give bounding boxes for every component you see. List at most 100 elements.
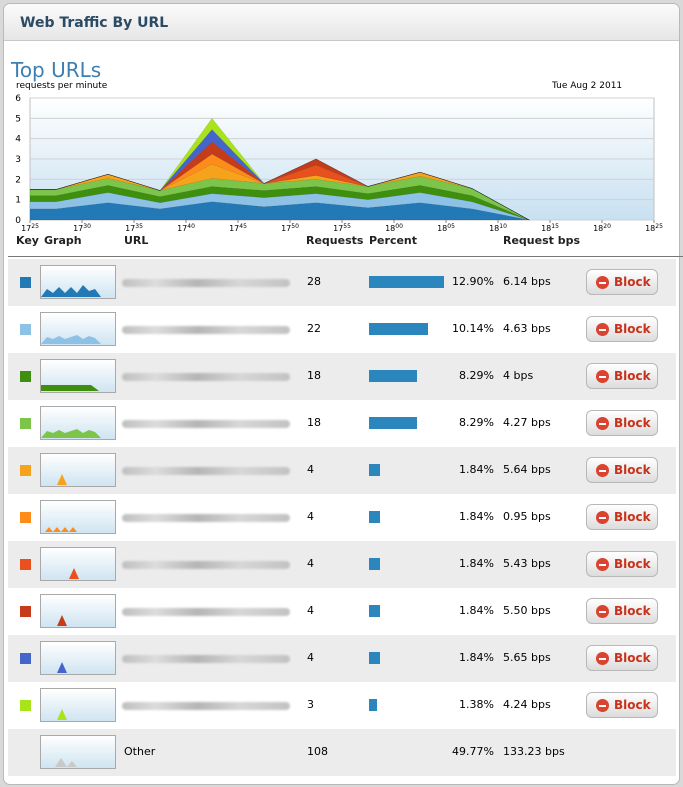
block-icon [596,605,609,618]
block-icon [596,370,609,383]
x-tick-label: 1810 [489,223,507,233]
y-tick-label: 0 [15,216,21,226]
panel-header: Web Traffic By URL [4,4,679,41]
block-button[interactable]: Block [586,269,658,295]
request-bps-value: 0.95 bps [503,510,551,523]
chart-date: Tue Aug 2 2011 [552,81,623,91]
block-icon [596,417,609,430]
block-button[interactable]: Block [586,551,658,577]
sparkline-graph [40,359,116,393]
sparkline-graph [40,688,116,722]
percent-value: 1.38% [459,698,494,711]
block-button-label: Block [614,698,651,712]
x-tick-label: 1805 [437,223,455,233]
blurred-url [122,702,290,710]
percent-bar [369,464,380,476]
key-swatch [20,653,31,664]
key-swatch [20,465,31,476]
x-tick-label: 1745 [229,223,247,233]
sparkline-area [69,568,79,579]
x-tick-label: 1825 [645,223,663,233]
request-bps-value: 5.43 bps [503,557,551,570]
blurred-url [122,608,290,616]
x-tick-label: 1800 [385,223,403,233]
key-swatch [20,606,31,617]
percent-bar [369,699,378,711]
x-tick-label: 1725 [21,223,39,233]
table-row-other: Other 108 49.77% 133.23 bps [8,729,676,776]
area-series-2 [29,192,530,221]
blurred-url [122,514,290,522]
y-tick-label: 1 [15,196,21,206]
traffic-area-chart: 0 1 2 3 4 5 6 1725 1730 1735 1740 1745 1750 1755 1800 1… [15,94,663,233]
key-swatch [20,700,31,711]
block-button[interactable]: Block [586,692,658,718]
block-button-label: Block [614,275,651,289]
percent-bar [369,323,428,335]
sparkline-graph [40,547,116,581]
block-button-label: Block [614,463,651,477]
key-swatch [20,512,31,523]
request-bps-value: 133.23 bps [503,745,565,758]
key-swatch [20,277,31,288]
blurred-url [122,373,290,381]
percent-bar [369,652,380,664]
block-icon [596,558,609,571]
sparkline-area [45,527,77,532]
x-tick-label: 1750 [281,223,299,233]
table-row: 4 1.84% 5.50 bps Block [8,588,676,635]
sparkline-graph [40,641,116,675]
other-url-label: Other [124,745,156,758]
block-button-label: Block [614,604,651,618]
sparkline-graph [40,594,116,628]
sparkline-area [41,285,101,297]
percent-value: 1.84% [459,557,494,570]
requests-value: 4 [307,651,314,664]
block-button[interactable]: Block [586,363,658,389]
block-button[interactable]: Block [586,410,658,436]
table-row: 4 1.84% 5.65 bps Block [8,635,676,682]
sparkline-area [57,709,67,720]
key-swatch [20,559,31,570]
requests-value: 4 [307,510,314,523]
requests-value: 28 [307,275,321,288]
block-icon [596,699,609,712]
key-swatch [20,418,31,429]
block-button[interactable]: Block [586,457,658,483]
blurred-url [122,655,290,663]
block-icon [596,511,609,524]
panel-title: Web Traffic By URL [20,15,169,31]
area-series-4 [29,176,530,221]
sparkline-area [55,758,77,767]
x-tick-label: 1820 [593,223,611,233]
block-button[interactable]: Block [586,598,658,624]
sparkline-area [41,335,101,344]
blurred-url [122,467,290,475]
request-bps-value: 4.24 bps [503,698,551,711]
x-tick-label: 1815 [541,223,559,233]
percent-bar [369,511,380,523]
x-tick-label: 1735 [125,223,143,233]
block-button[interactable]: Block [586,645,658,671]
header-divider [8,256,683,257]
sparkline-graph [40,453,116,487]
blurred-url [122,279,290,287]
sparkline-graph [40,406,116,440]
y-tick-label: 5 [15,114,21,124]
area-series-3 [29,185,530,221]
percent-value: 1.84% [459,510,494,523]
y-axis-label: requests per minute [16,81,108,91]
block-button[interactable]: Block [586,316,658,342]
requests-value: 4 [307,557,314,570]
sparkline-graph [40,265,116,299]
block-button[interactable]: Block [586,504,658,530]
requests-value: 3 [307,698,314,711]
sparkline-area [41,385,99,391]
table-row: 22 10.14% 4.63 bps Block [8,306,676,353]
column-header-bps: Request bps [503,234,581,247]
percent-value: 49.77% [452,745,494,758]
sparkline-area [57,615,67,626]
percent-value: 10.14% [452,322,494,335]
blurred-url [122,420,290,428]
sparkline-area [41,429,101,438]
